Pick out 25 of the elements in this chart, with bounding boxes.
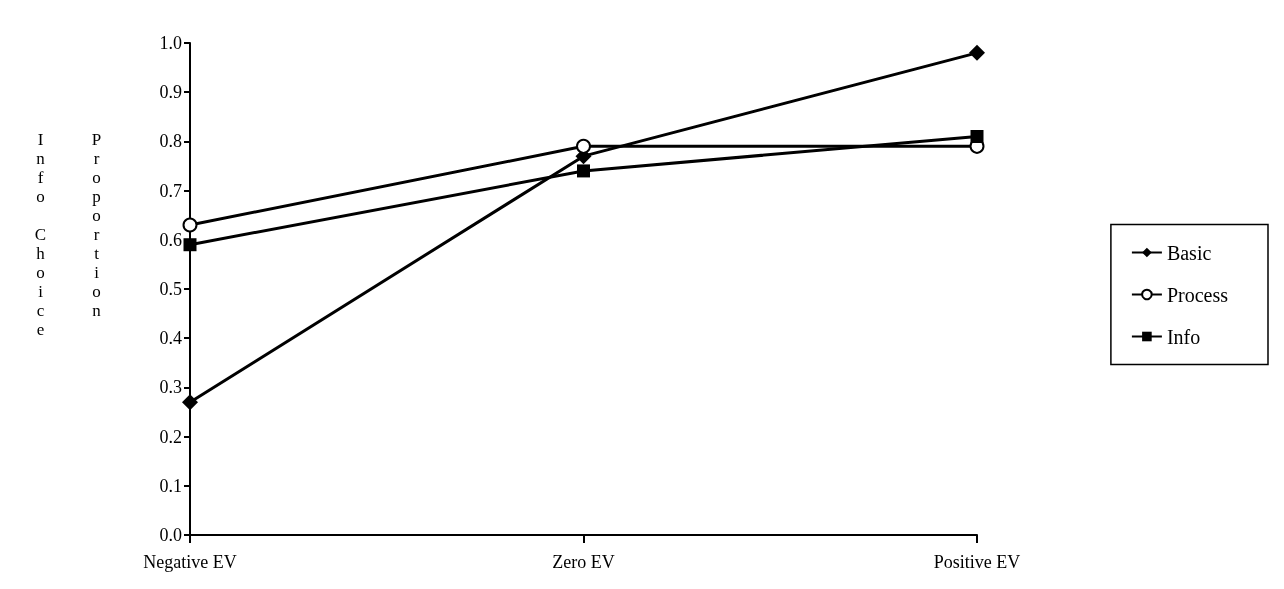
y-tick-label: 0.8 <box>159 131 182 152</box>
y-tick-label: 0.4 <box>159 328 182 349</box>
y-tick-label: 0.5 <box>159 279 182 299</box>
point <box>576 138 591 154</box>
point <box>183 238 197 252</box>
y-tick-label: 0.7 <box>159 180 182 201</box>
y-tick-label: 0.1 <box>159 475 182 496</box>
y-tick-label: 0.2 <box>159 426 182 447</box>
point <box>577 164 590 178</box>
y-tick-label: 1.0 <box>159 33 182 53</box>
x-tick-label: Negative EV <box>143 552 237 572</box>
legend-label: Process <box>1166 283 1229 306</box>
x-tick-label: Positive EV <box>933 552 1021 572</box>
point <box>970 129 984 143</box>
point <box>182 394 198 411</box>
y-tick-label: 0.9 <box>159 82 182 103</box>
point <box>182 217 198 233</box>
legend-label: Basic <box>1166 241 1212 264</box>
x-tick-label: Zero EV <box>552 552 615 572</box>
legend-label: Info <box>1166 325 1201 348</box>
text: Info Choice Proportion <box>31 130 106 339</box>
y-tick-label: 0.3 <box>159 377 182 398</box>
y-tick-label: 0.0 <box>159 525 182 545</box>
point <box>969 44 985 61</box>
y-tick-label: 0.6 <box>159 229 182 250</box>
